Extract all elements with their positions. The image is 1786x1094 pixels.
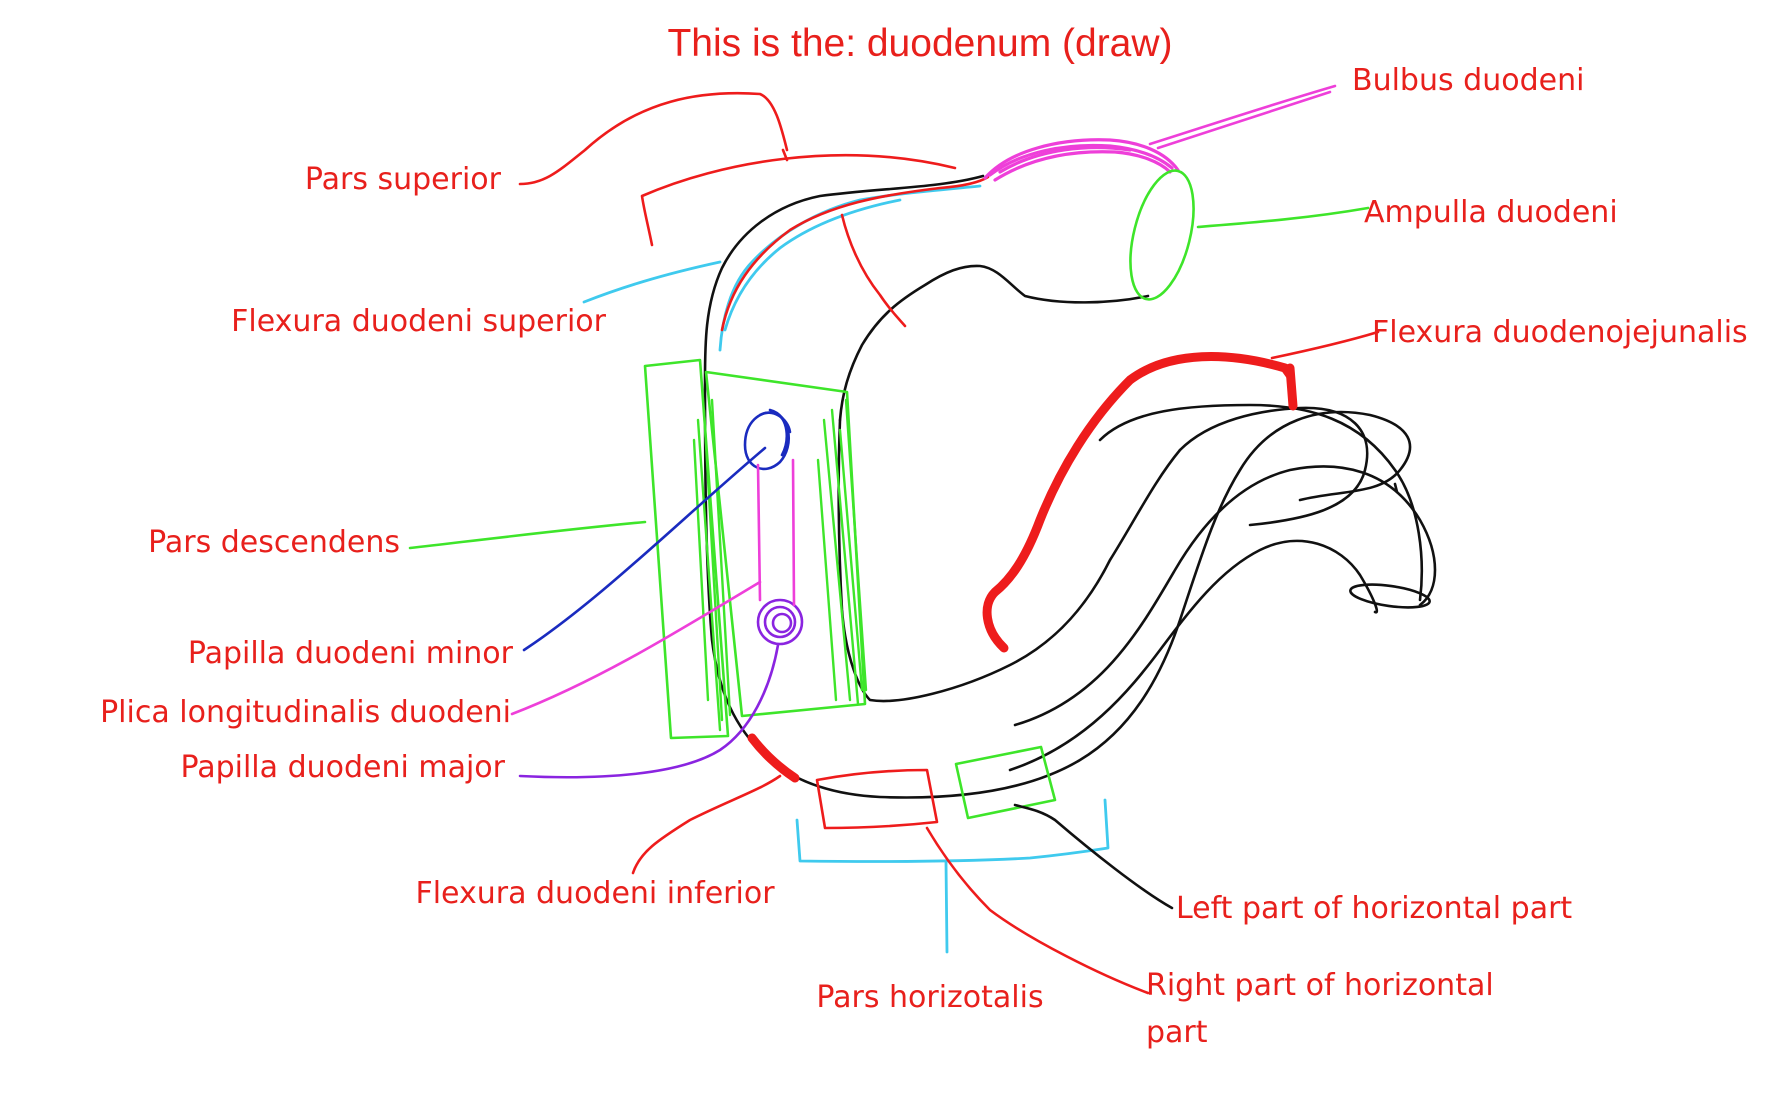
label-flexura-duodenojejunalis: Flexura duodenojejunalis [1372,315,1748,350]
flexura-inferior-highlight [747,733,800,783]
papilla-major-highlight [756,598,804,646]
pars-horizontalis-bracket [795,798,1110,863]
ascending-part [1013,465,1437,727]
labels-right: Bulbus duodeni Ampulla duodeni Flexura d… [1146,63,1748,1050]
label-papilla-duodeni-major: Papilla duodeni major [180,750,505,785]
label-pars-descendens: Pars descendens [148,525,400,560]
pars-superior-bracket [640,153,957,247]
label-bulbus-duodeni: Bulbus duodeni [1352,63,1584,98]
leader-lines [408,84,1380,995]
label-flexura-duodeni-inferior: Flexura duodeni inferior [415,876,775,911]
outer-contour [703,174,1412,799]
flexura-superior-highlight-2 [723,198,902,332]
left-horizontal-box [954,745,1057,820]
diagram-title: This is the: duodenum (draw) [667,22,1172,65]
right-horizontal-box [815,768,939,830]
pars-superior-edge [720,175,990,332]
label-right-part-horizontal-line2: part [1146,1015,1208,1050]
bulbus-highlight [983,138,1180,182]
duodenum-outline [703,174,1437,799]
label-plica-longitudinalis-duodeni: Plica longitudinalis duodeni [100,695,511,730]
plica-longitudinalis-highlight [756,458,796,607]
ascending-part-lower [1008,539,1379,772]
inner-contour [837,418,1182,703]
jejunal-loop-outer [1178,406,1369,527]
labels-left: Pars superior Flexura duodeni superior P… [100,162,1044,1015]
pars-superior-bracket-tick [781,148,789,162]
ampulla-highlight [1129,169,1195,301]
flexura-duodenojejunalis-tip [1285,363,1298,411]
label-left-part-horizontal: Left part of horizontal part [1176,891,1572,926]
jejunum-cut-end [1349,583,1431,609]
pars-horizontalis-stem [944,860,949,954]
ampulla-lower-contour [838,264,1150,422]
label-papilla-duodeni-minor: Papilla duodeni minor [188,636,514,671]
label-right-part-horizontal-line1: Right part of horizontal [1146,968,1494,1003]
papilla-minor-highlight [743,408,792,471]
label-pars-horizontalis: Pars horizotalis [816,980,1043,1015]
label-ampulla-duodeni: Ampulla duodeni [1364,195,1618,230]
jejunum-hook [1098,403,1424,602]
jejunum-tick [1393,482,1399,494]
label-flexura-duodeni-superior: Flexura duodeni superior [231,304,607,339]
label-pars-superior: Pars superior [305,162,502,197]
flexura-duodenojejunalis-highlight [982,352,1295,653]
